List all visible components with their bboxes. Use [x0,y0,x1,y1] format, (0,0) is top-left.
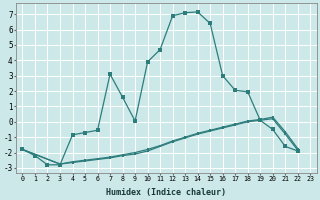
X-axis label: Humidex (Indice chaleur): Humidex (Indice chaleur) [106,188,226,197]
